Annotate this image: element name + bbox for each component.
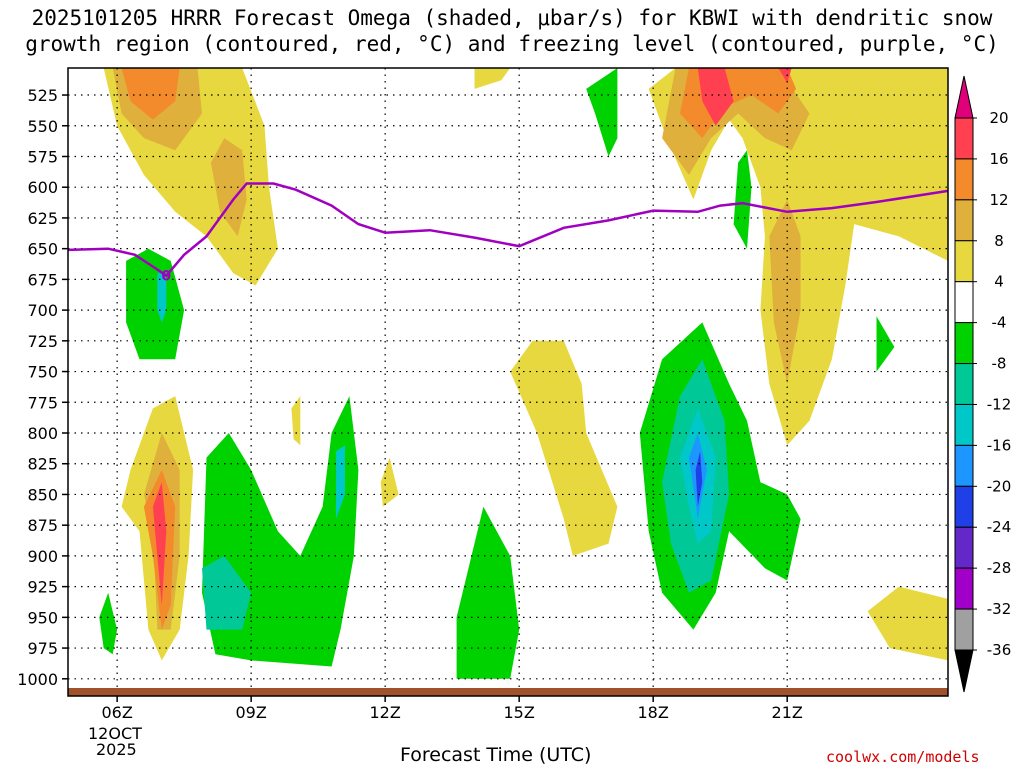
colorbar-label-2: 12: [989, 191, 1008, 209]
omega-region-30: [695, 451, 703, 507]
y-tick-label-750: 750: [27, 363, 58, 382]
omega-region-21: [336, 445, 345, 519]
y-tick-label-650: 650: [27, 240, 58, 259]
grid-lines: [68, 68, 948, 696]
omega-region-12: [126, 248, 185, 360]
x-tick-label-15Z: 15Z: [504, 703, 535, 722]
colorbar-label-11: -28: [987, 559, 1012, 577]
omega-region-20: [202, 555, 252, 630]
colorbar-label-8: -16: [987, 436, 1012, 454]
chart-title-line1: 2025101205 HRRR Forecast Omega (shaded, …: [31, 6, 993, 30]
freezing-level-contour: 0: [67, 182, 949, 285]
x-tick-label-21Z: 21Z: [772, 703, 803, 722]
surface-bar: [68, 688, 948, 696]
omega-region-9: [697, 68, 734, 126]
x-axis: 06Z 09Z 12Z 15Z 18Z 21Z: [101, 696, 803, 722]
freezing-level-line: [67, 182, 949, 278]
colorbar-label-6: -8: [992, 355, 1007, 373]
omega-region-1: [474, 68, 511, 89]
colorbar-label-4: 4: [994, 273, 1004, 291]
colorbar-swatch-1: [954, 158, 974, 201]
colorbar-label-3: 8: [994, 232, 1004, 250]
colorbar-label-0: 20: [989, 109, 1008, 127]
colorbar-swatch-2: [954, 199, 974, 242]
omega-region-7: [121, 68, 180, 120]
colorbar-bottom-arrow: [954, 649, 974, 693]
colorbar-label-9: -20: [987, 477, 1012, 495]
y-tick-label-1000: 1000: [17, 670, 58, 689]
colorbar-label-5: -4: [992, 314, 1007, 332]
omega-region-10: [778, 68, 792, 83]
y-tick-label-950: 950: [27, 608, 58, 627]
y-tick-label-525: 525: [27, 86, 58, 105]
colorbar-swatch-11: [954, 567, 974, 610]
y-axis: 525 550 575 600 625 650 675 700 725 750 775 800 825 8…: [17, 86, 68, 689]
x-axis-title: Forecast Time (UTC): [400, 744, 592, 766]
omega-region-4: [210, 138, 247, 237]
x-tick-label-12Z: 12Z: [369, 703, 400, 722]
y-tick-label-600: 600: [27, 178, 58, 197]
colorbar-swatch-10: [954, 526, 974, 569]
x-tick-label-18Z: 18Z: [638, 703, 669, 722]
y-tick-label-775: 775: [27, 393, 58, 412]
y-tick-label-925: 925: [27, 578, 58, 597]
y-tick-label-625: 625: [27, 209, 58, 228]
colorbar-swatch-9: [954, 485, 974, 528]
colorbar-top-arrow: [954, 75, 974, 119]
y-tick-label-725: 725: [27, 332, 58, 351]
x-tick-label-09Z: 09Z: [235, 703, 266, 722]
omega-region-11: [586, 68, 618, 157]
credit-link[interactable]: coolwx.com/models: [826, 748, 980, 766]
omega-region-32: [876, 316, 895, 372]
y-tick-label-800: 800: [27, 424, 58, 443]
colorbar-label-13: -36: [987, 641, 1012, 659]
colorbar-swatch-7: [954, 403, 974, 446]
omega-region-33: [867, 586, 948, 661]
colorbar-label-12: -32: [987, 600, 1012, 618]
y-tick-label-575: 575: [27, 147, 58, 166]
colorbar-swatch-6: [954, 363, 974, 405]
y-tick-label-675: 675: [27, 270, 58, 289]
y-tick-label-700: 700: [27, 301, 58, 320]
colorbar-label-10: -24: [987, 518, 1012, 536]
colorbar-label-7: -12: [987, 395, 1012, 413]
y-tick-label-975: 975: [27, 639, 58, 658]
y-tick-label-550: 550: [27, 117, 58, 136]
colorbar-swatch-3: [954, 240, 974, 283]
chart-title-line2: growth region (contoured, red, °C) and f…: [25, 32, 999, 56]
omega-region-24: [456, 506, 520, 679]
colorbar-swatch-5: [954, 322, 974, 365]
colorbar-label-1: 16: [989, 150, 1008, 168]
omega-regions: [99, 68, 948, 679]
date-label-year: 2025: [96, 740, 137, 759]
colorbar: 20 16 12 8 4 -4 -8 -12 -16 -20 -24 -28 -32 -36: [954, 75, 1012, 693]
colorbar-swatch-12: [954, 608, 974, 651]
y-tick-label-875: 875: [27, 516, 58, 535]
plot-frame: [67, 67, 949, 697]
omega-region-18: [99, 592, 118, 655]
x-tick-label-06Z: 06Z: [101, 703, 132, 722]
y-tick-label-850: 850: [27, 485, 58, 504]
colorbar-swatch-0: [954, 117, 974, 160]
omega-region-6: [769, 199, 801, 384]
omega-region-31: [733, 150, 752, 249]
colorbar-swatch-4: [954, 281, 974, 324]
freezing-level-label: 0: [161, 269, 171, 285]
omega-region-17: [152, 482, 167, 606]
omega-region-25: [510, 340, 618, 556]
date-label-month: 12OCT: [88, 724, 142, 743]
omega-region-22: [291, 396, 301, 446]
y-tick-label-825: 825: [27, 455, 58, 474]
y-tick-label-900: 900: [27, 547, 58, 566]
colorbar-swatch-8: [954, 444, 974, 487]
